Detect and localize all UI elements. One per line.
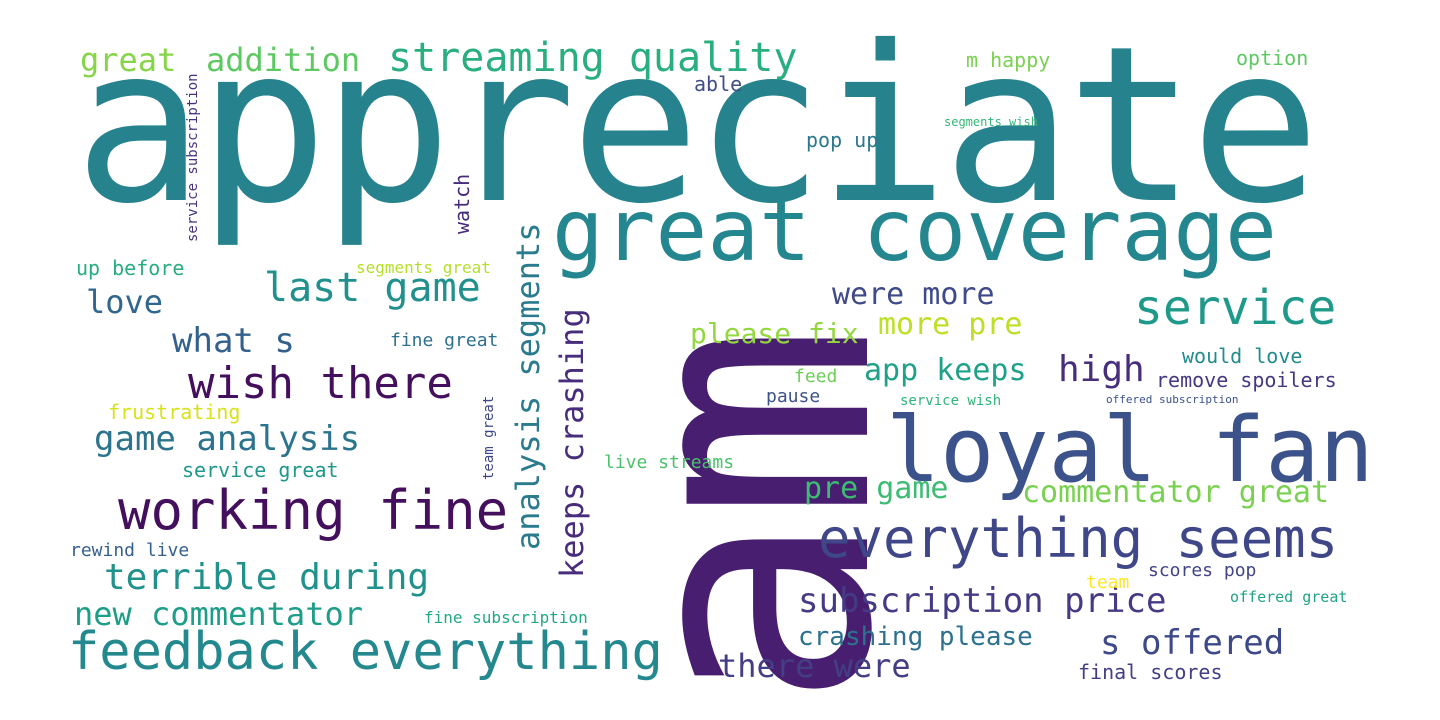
word-fine-great: fine great [390,330,499,351]
word-analysis-segments: analysis segments [509,222,547,550]
word-what-s: what s [172,321,295,361]
word-segments-great: segments great [356,258,491,277]
word-feed: feed [794,366,838,387]
word-service-wish: service wish [900,393,1002,409]
word-up-before: up before [76,256,185,280]
word-would-love: would love [1182,344,1303,368]
word-scores-pop: scores pop [1148,560,1257,581]
word-there-were: there were [718,647,911,685]
word-fine-subscription: fine subscription [424,608,588,627]
word-app-keeps: app keeps [864,353,1027,388]
word-service-great: service great [182,458,339,482]
word-keeps-crashing: keeps crashing [553,308,591,578]
word-loyal-fan: loyal fan [886,398,1374,503]
word-wish-there: wish there [188,358,453,409]
word-high: high [1058,349,1145,390]
word-great: great [80,41,177,79]
word-pre-game: pre game [804,471,949,506]
word-watch: watch [450,173,474,234]
word-service-subscription: service subscription [185,73,201,242]
word-live-streams: live streams [604,452,735,473]
word-able: able [694,72,743,96]
word-please-fix: please fix [690,317,859,350]
word-rewind-live: rewind live [70,540,190,561]
word-appreciate: appreciate [74,0,1320,251]
word-working-fine: working fine [118,479,509,542]
word-team-great: team great [481,395,497,480]
word-pause: pause [766,386,821,407]
word-option: option [1236,46,1309,70]
word-offered-great: offered great [1230,588,1348,606]
word-remove-spoilers: remove spoilers [1156,368,1337,392]
word-team: team [1086,572,1130,593]
word-final-scores: final scores [1078,660,1223,684]
word-streaming-quality: streaming quality [388,35,798,81]
word-love: love [86,283,164,321]
word-m-happy: m happy [966,48,1051,72]
word-everything-seems: everything seems [818,507,1339,570]
word-last-game: last game [264,265,481,311]
word-pop-up: pop up [806,128,879,152]
word-offered-subscription: offered subscription [1106,393,1239,406]
word-game-analysis: game analysis [94,419,361,459]
word-terrible-during: terrible during [104,557,430,598]
word-frustrating: frustrating [108,400,241,424]
word-great-coverage: great coverage [552,181,1277,281]
word-crashing-please: crashing please [798,622,1033,652]
word-service: service [1134,280,1337,336]
word-more-pre: more pre [878,307,1023,342]
word-feedback-everything: feedback everything [68,622,663,682]
word-subscription-price: subscription price [798,581,1167,621]
word-were-more: were more [832,277,995,312]
word-s-offered: s offered [1100,623,1285,663]
word-segments-wish: segments wish [944,115,1038,129]
word-commentator-great: commentator great [1022,475,1330,510]
word-addition: addition [206,41,361,79]
word-new-commentator: new commentator [74,595,363,633]
